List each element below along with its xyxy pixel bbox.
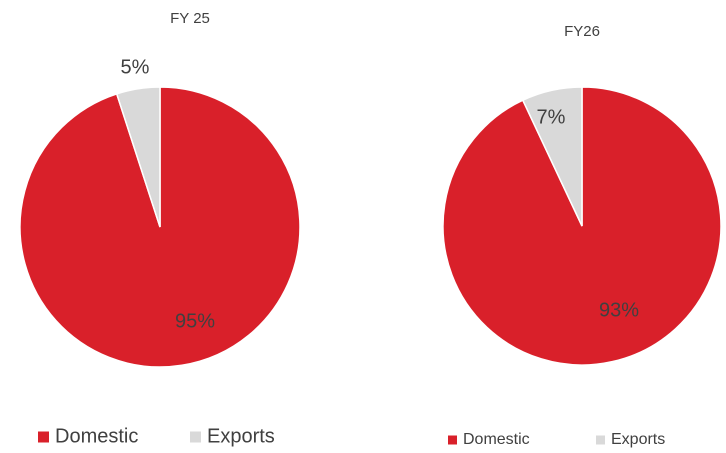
legend-label: Domestic: [55, 425, 138, 447]
legend-swatch: [448, 435, 457, 445]
data-label: 7%: [537, 106, 566, 128]
legend-label: Exports: [611, 431, 665, 448]
pie-slice: [115, 86, 161, 228]
legend-swatch: [190, 431, 201, 443]
legend-swatch: [596, 435, 605, 445]
pie-slice: [521, 86, 583, 227]
legend-label: Domestic: [463, 431, 530, 448]
chart-title: FY26: [564, 23, 600, 40]
legend-swatch: [38, 431, 49, 443]
data-label: 5%: [121, 56, 150, 78]
legend-label: Exports: [207, 425, 275, 447]
chart-title: FY 25: [170, 10, 210, 27]
data-label: 95%: [175, 310, 215, 332]
data-label: 93%: [599, 299, 639, 321]
